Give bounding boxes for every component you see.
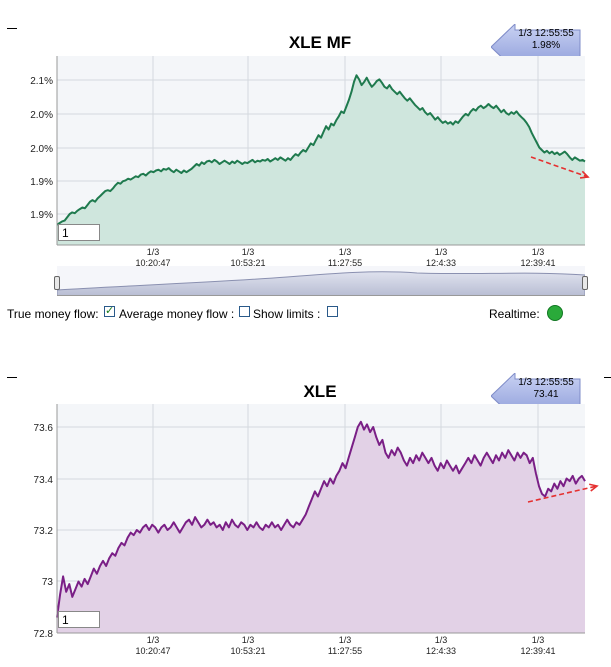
x-tick-label-date: 1/3: [339, 247, 352, 257]
y-tick-label: 72.8: [34, 629, 54, 640]
y-tick-label: 73.4: [34, 475, 54, 486]
x-tick-label-date: 1/3: [532, 635, 545, 645]
x-tick-label-date: 1/3: [147, 635, 160, 645]
y-tick-label: 2.0%: [30, 144, 53, 155]
x-tick-label-date: 1/3: [242, 635, 255, 645]
x-tick-label-time: 12:39:41: [520, 258, 555, 268]
realtime-status-icon[interactable]: [547, 305, 563, 321]
x-tick-label-time: 12:4:33: [426, 646, 456, 656]
trend-arrow-icon: [527, 485, 598, 503]
x-tick-label-date: 1/3: [435, 635, 448, 645]
chart-title-xle: XLE: [303, 382, 337, 401]
realtime-label: Realtime:: [489, 307, 540, 321]
y-tick-label: 2.0%: [30, 110, 53, 121]
mf-plot[interactable]: 2.1%2.0%2.0%1.9%1.9%1/310:20:471/310:53:…: [0, 0, 611, 300]
x-tick-label-date: 1/3: [532, 247, 545, 257]
x-tick-label-time: 12:4:33: [426, 258, 456, 268]
callout-time: 1/3 12:55:55: [518, 28, 574, 39]
x-tick-label-time: 12:39:41: [520, 646, 555, 656]
y-tick-label: 1.9%: [30, 210, 53, 221]
navigator-left-handle[interactable]: [54, 276, 60, 290]
right-edge-dash-2: [604, 377, 611, 378]
true-money-flow-label: True money flow:: [7, 307, 99, 321]
controls-row: True money flow: Average money flow : Sh…: [7, 304, 607, 323]
series-area: [57, 75, 585, 245]
series-line: [56, 420, 586, 618]
x-tick-label-time: 11:27:55: [328, 646, 362, 656]
show-limits-label: Show limits :: [253, 307, 321, 321]
zoom-input-2[interactable]: 1: [58, 611, 100, 628]
callout-value: 1.98%: [531, 40, 561, 51]
trend-arrowhead-icon: [589, 483, 599, 492]
y-tick-label: 73: [42, 577, 54, 588]
x-tick-label-time: 10:20:47: [135, 646, 170, 656]
zoom-input[interactable]: 1: [58, 224, 100, 241]
x-tick-label-date: 1/3: [339, 635, 352, 645]
series-area: [57, 421, 585, 633]
trend-arrowhead-icon: [579, 170, 590, 179]
y-tick-label: 1.9%: [30, 177, 53, 188]
x-tick-label-date: 1/3: [435, 247, 448, 257]
x-tick-label-time: 10:53:21: [230, 258, 265, 268]
x-tick-label-time: 10:53:21: [230, 646, 265, 656]
average-money-flow-checkbox[interactable]: [239, 306, 250, 317]
y-tick-label: 2.1%: [30, 76, 53, 87]
trend-arrow-icon: [530, 156, 589, 178]
callout-value: 73.41: [533, 389, 559, 400]
x-tick-label-date: 1/3: [242, 247, 255, 257]
show-limits-checkbox[interactable]: [327, 306, 338, 317]
x-tick-label-date: 1/3: [147, 247, 160, 257]
navigator-shape: [56, 266, 586, 297]
series-line: [56, 74, 586, 226]
left-edge-dash-2: [7, 377, 17, 378]
navigator-right-handle[interactable]: [582, 276, 588, 290]
average-money-flow-label: Average money flow :: [119, 307, 235, 321]
left-edge-dash: [7, 28, 17, 29]
y-tick-label: 73.2: [34, 526, 54, 537]
true-money-flow-checkbox[interactable]: [104, 304, 115, 317]
y-tick-label: 73.6: [34, 423, 54, 434]
chart-title-mf: XLE MF: [288, 33, 352, 52]
callout-time: 1/3 12:55:55: [518, 377, 574, 388]
range-navigator[interactable]: [54, 266, 588, 297]
x-tick-label-time: 11:27:55: [328, 258, 362, 268]
x-tick-label-time: 10:20:47: [135, 258, 170, 268]
